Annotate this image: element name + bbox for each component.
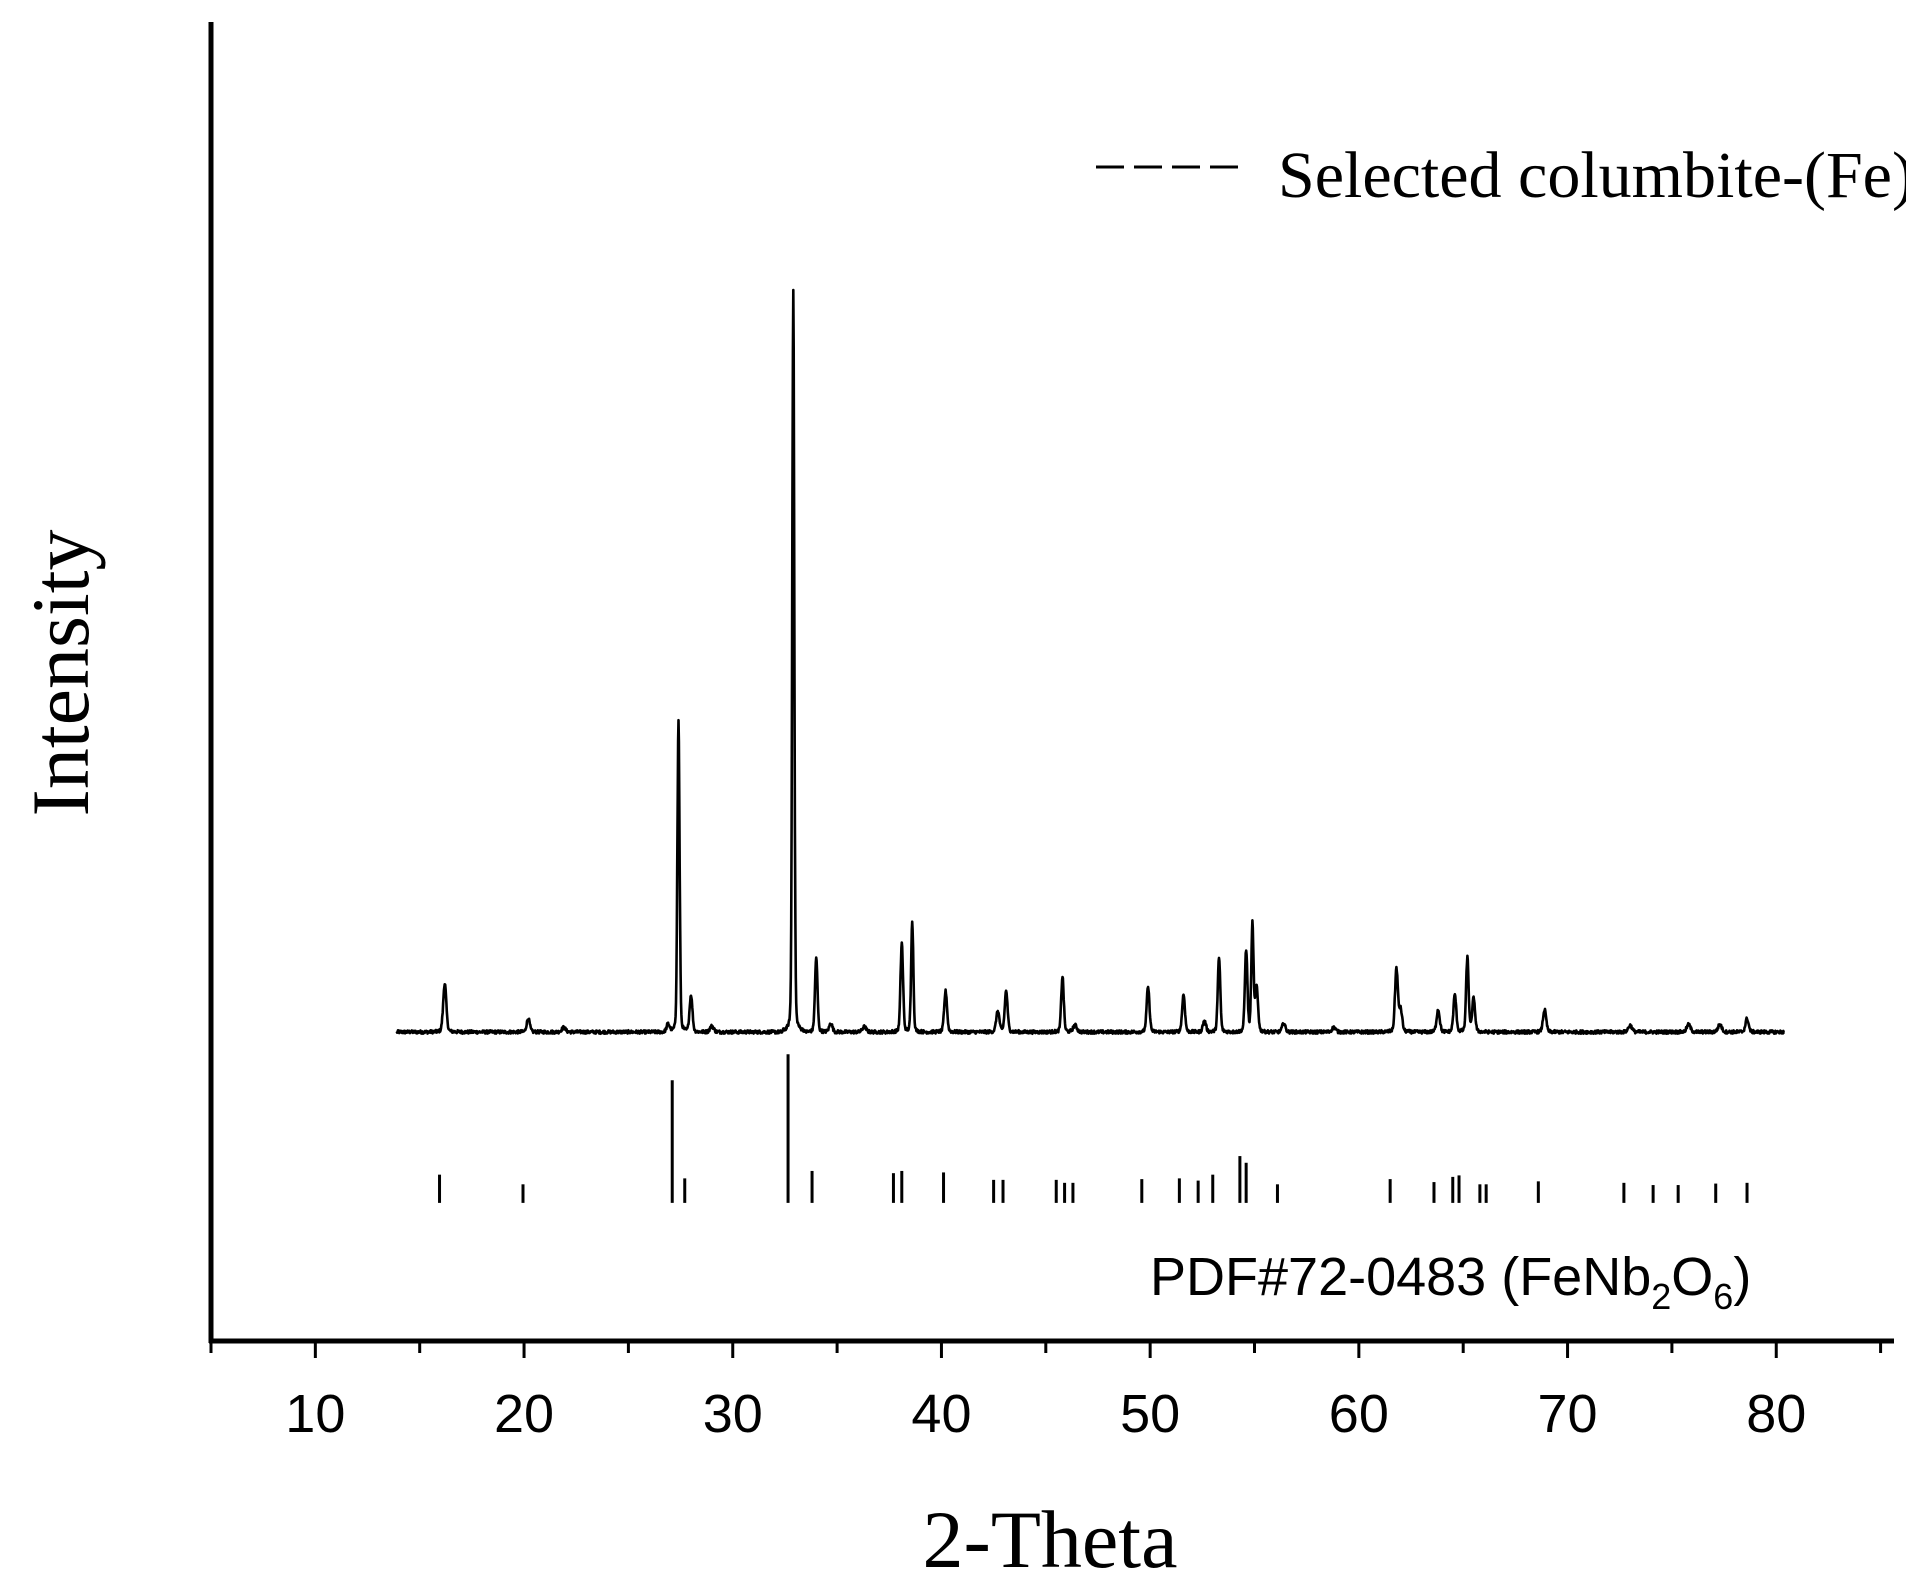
legend: Selected columbite-(Fe) [1096, 139, 1906, 212]
x-tick-label: 80 [1746, 1384, 1806, 1444]
x-tick-labels: 10 20 30 40 50 60 70 80 [285, 1384, 1806, 1444]
reference-label: PDF#72-0483 (FeNb2O6) [1150, 1247, 1751, 1317]
x-tick-label: 70 [1538, 1384, 1598, 1444]
x-tick-label: 50 [1120, 1384, 1180, 1444]
reference-label-suffix: ) [1733, 1247, 1751, 1307]
x-tick-label: 10 [285, 1384, 345, 1444]
legend-entry-label: Selected columbite-(Fe) [1278, 139, 1906, 212]
x-tick-label: 40 [911, 1384, 971, 1444]
reference-label-mid: O [1671, 1247, 1713, 1307]
pattern-series-line [395, 288, 1786, 1035]
reference-stick-pattern [438, 1054, 1749, 1203]
x-ticks [209, 1341, 1883, 1358]
reference-label-sub1: 2 [1651, 1276, 1671, 1317]
x-tick-label: 60 [1329, 1384, 1389, 1444]
reference-label-prefix: PDF#72-0483 (FeNb [1150, 1247, 1651, 1307]
x-tick-label: 30 [703, 1384, 763, 1444]
reference-label-sub2: 6 [1713, 1276, 1733, 1317]
x-tick-label: 20 [494, 1384, 554, 1444]
y-axis-title: Intensity [15, 530, 106, 817]
x-axis-title: 2-Theta [923, 1494, 1178, 1585]
